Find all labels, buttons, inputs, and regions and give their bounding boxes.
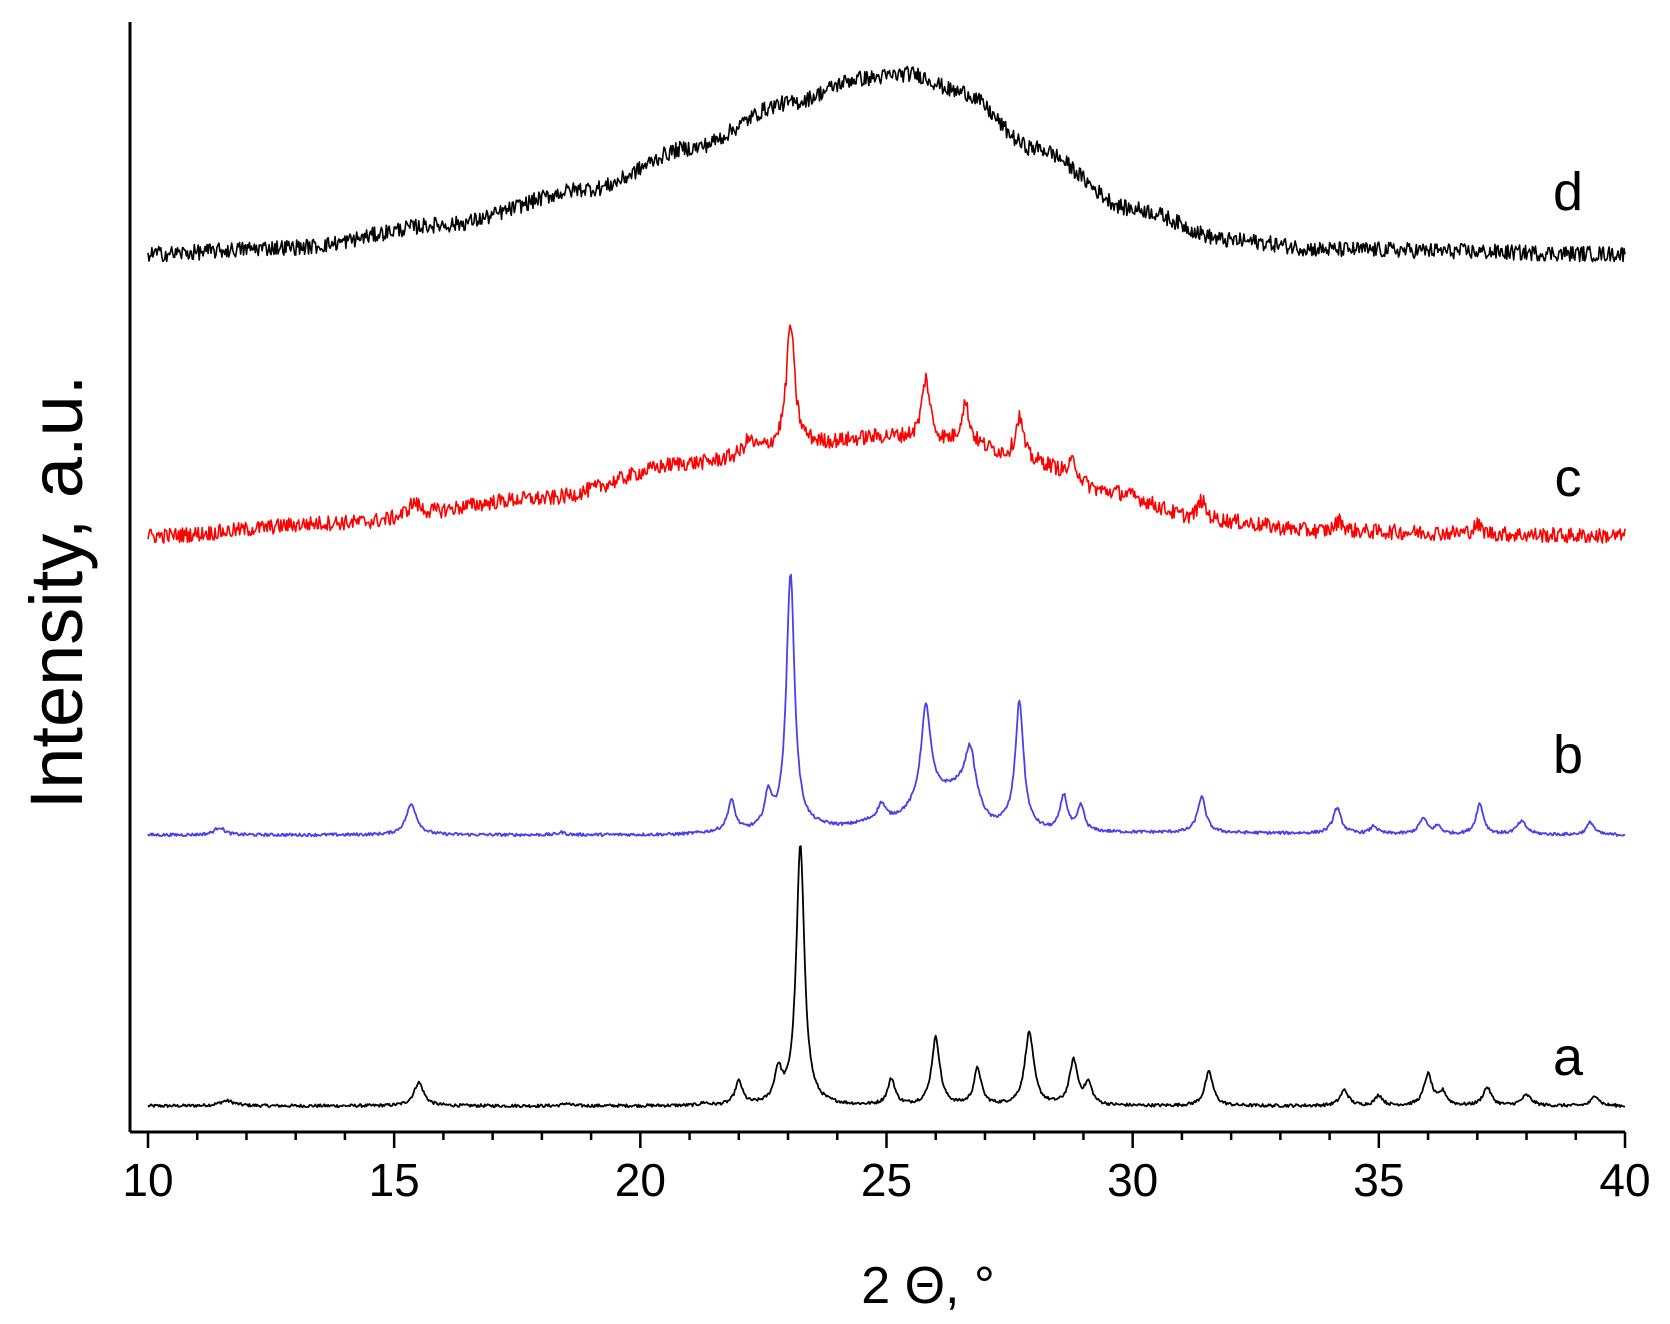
series-label-c: c xyxy=(1555,448,1582,508)
x-axis-title: 2 Θ, ° xyxy=(861,1257,995,1315)
x-tick-layer: 10 15 20 25 30 35 40 xyxy=(122,1132,1651,1206)
x-tick-label-40: 40 xyxy=(1599,1154,1650,1206)
series-line-b xyxy=(147,573,1626,838)
series-label-a: a xyxy=(1553,1027,1584,1087)
x-tick-label-35: 35 xyxy=(1353,1154,1404,1206)
series-label-b: b xyxy=(1553,725,1583,785)
x-tick-label-15: 15 xyxy=(369,1154,420,1206)
x-tick-label-10: 10 xyxy=(122,1154,173,1206)
y-axis-title: Intensity, a.u. xyxy=(15,375,98,810)
series-label-d: d xyxy=(1553,162,1583,222)
series-line-c xyxy=(147,324,1626,544)
x-tick-label-30: 30 xyxy=(1107,1154,1158,1206)
x-tick-label-25: 25 xyxy=(861,1154,912,1206)
series-label-layer: a b c d xyxy=(1553,162,1584,1087)
axis-layer xyxy=(128,22,1625,1134)
x-tick-label-20: 20 xyxy=(615,1154,666,1206)
series-line-a xyxy=(147,845,1626,1109)
series-layer xyxy=(147,65,1626,1109)
series-line-d xyxy=(147,65,1626,263)
